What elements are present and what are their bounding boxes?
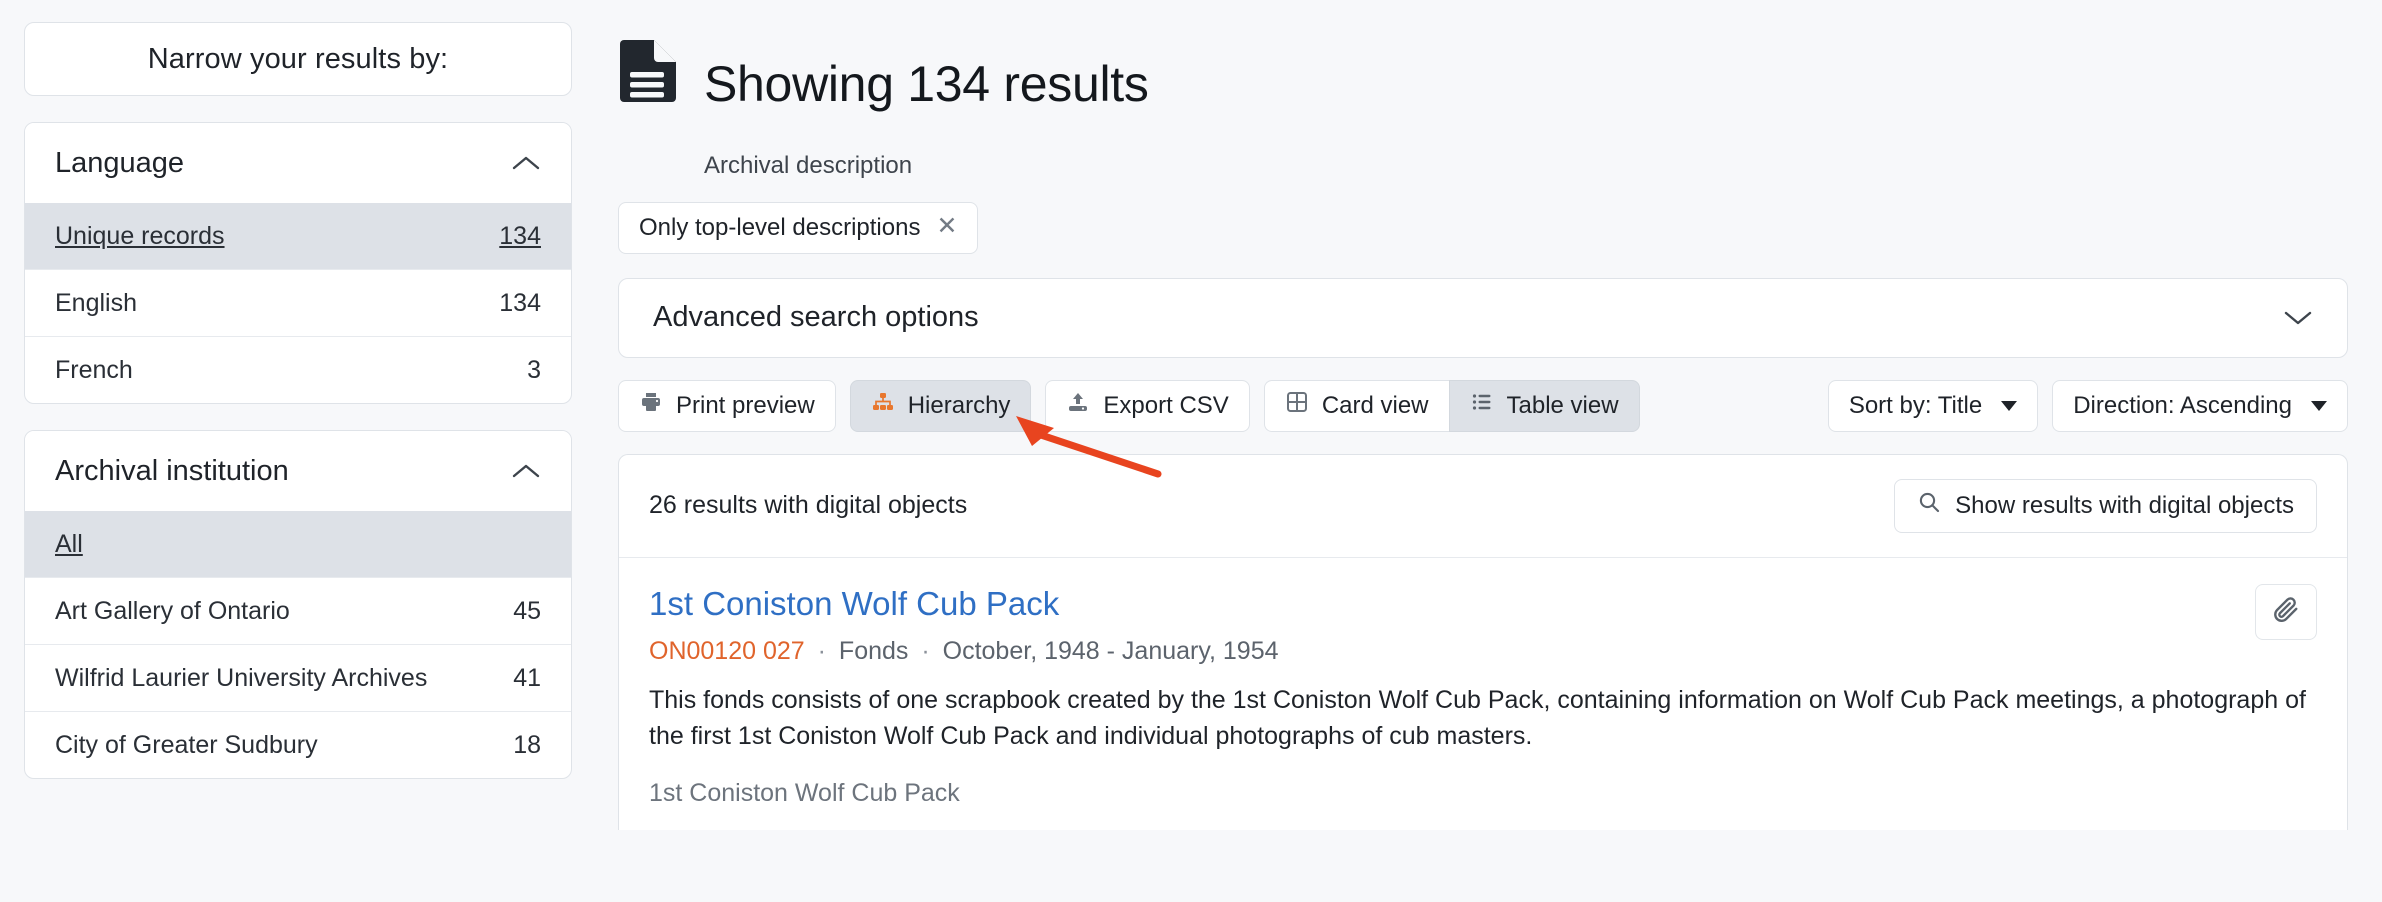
narrow-results-title: Narrow your results by:	[147, 42, 449, 75]
chevron-up-icon[interactable]	[511, 456, 541, 486]
facet-row-label: English	[55, 289, 137, 317]
facet-institution-row-city-of-greater-sudbury[interactable]: City of Greater Sudbury 18	[25, 711, 571, 778]
facet-language-row-unique-records[interactable]: Unique records 134	[25, 203, 571, 269]
close-icon[interactable]: ✕	[936, 212, 958, 240]
print-preview-label: Print preview	[676, 391, 815, 419]
facet-row-label: Unique records	[55, 222, 225, 250]
card-view-label: Card view	[1321, 391, 1429, 419]
facet-row-count: 45	[513, 596, 541, 625]
document-icon	[618, 36, 678, 107]
filter-chip-top-level-descriptions[interactable]: Only top-level descriptions ✕	[618, 201, 979, 254]
facet-row-label: Art Gallery of Ontario	[55, 597, 290, 625]
export-csv-button[interactable]: Export CSV	[1045, 379, 1250, 432]
paperclip-icon	[2271, 595, 2301, 628]
hierarchy-button[interactable]: Hierarchy	[849, 379, 1032, 432]
facet-row-count: 134	[499, 288, 541, 317]
facet-archival-institution-header[interactable]: Archival institution	[25, 431, 571, 511]
chevron-down-icon	[2001, 400, 2018, 411]
facet-language-title: Language	[55, 146, 185, 179]
facet-row-count: 41	[513, 663, 541, 692]
result-metadata: ON00120 027 · Fonds · October, 1948 - Ja…	[649, 637, 2317, 666]
narrow-results-panel: Narrow your results by:	[24, 22, 572, 96]
hierarchy-icon	[871, 390, 895, 421]
hierarchy-label: Hierarchy	[907, 391, 1011, 419]
upload-icon	[1066, 390, 1090, 421]
attachment-button[interactable]	[2255, 583, 2317, 640]
result-description: This fonds consists of one scrapbook cre…	[649, 686, 2306, 750]
chevron-up-icon[interactable]	[511, 148, 541, 178]
meta-separator: ·	[817, 637, 826, 666]
facet-row-count: 18	[513, 730, 541, 759]
list-item: 1st Coniston Wolf Cub Pack ON00120 027 ·…	[619, 558, 2347, 831]
facet-row-label: French	[55, 356, 133, 384]
show-digital-objects-label: Show results with digital objects	[1955, 491, 2294, 519]
table-view-label: Table view	[1506, 391, 1619, 419]
print-preview-button[interactable]: Print preview	[618, 379, 836, 432]
results-summary-bar: 26 results with digital objects Show res…	[619, 455, 2347, 558]
facet-archival-institution-title: Archival institution	[55, 454, 289, 487]
facets-sidebar: Narrow your results by: Language Unique …	[0, 0, 596, 902]
search-icon	[1917, 490, 1941, 521]
facet-language-row-french[interactable]: French 3	[25, 336, 571, 403]
export-csv-label: Export CSV	[1103, 391, 1229, 419]
result-dates: October, 1948 - January, 1954	[942, 637, 1279, 666]
meta-separator: ·	[921, 637, 930, 666]
result-repository[interactable]: 1st Coniston Wolf Cub Pack	[649, 779, 960, 808]
results-list: 26 results with digital objects Show res…	[618, 453, 2348, 831]
results-toolbar: Print preview Hierarchy	[618, 379, 2348, 432]
result-level-of-description: Fonds	[838, 637, 909, 666]
facet-language-row-english[interactable]: English 134	[25, 269, 571, 336]
grid-icon	[1285, 390, 1309, 421]
sort-by-dropdown[interactable]: Sort by: Title	[1827, 379, 2039, 432]
facet-institution-row-wilfrid-laurier-university-archives[interactable]: Wilfrid Laurier University Archives 41	[25, 644, 571, 711]
direction-dropdown[interactable]: Direction: Ascending	[2052, 379, 2348, 432]
facet-language-header[interactable]: Language	[25, 123, 571, 203]
show-results-with-digital-objects-button[interactable]: Show results with digital objects	[1894, 478, 2317, 533]
sort-by-label: Sort by: Title	[1848, 391, 1983, 419]
page-subtitle: Archival description	[704, 151, 913, 179]
main-content: Showing 134 results Archival description…	[596, 0, 2382, 902]
view-toggle-group: Card view Table view	[1263, 379, 1640, 432]
facet-row-count: 3	[527, 355, 541, 384]
result-reference-code[interactable]: ON00120 027	[649, 637, 805, 666]
table-view-button[interactable]: Table view	[1448, 379, 1640, 432]
chevron-down-icon[interactable]	[2283, 303, 2313, 333]
direction-label: Direction: Ascending	[2073, 391, 2292, 419]
chevron-down-icon	[2311, 400, 2327, 411]
facet-row-label: City of Greater Sudbury	[55, 731, 318, 759]
advanced-search-options-bar[interactable]: Advanced search options	[618, 277, 2348, 358]
active-filters: Only top-level descriptions ✕	[610, 180, 2348, 254]
facet-row-label: Wilfrid Laurier University Archives	[55, 664, 428, 692]
list-icon	[1470, 390, 1494, 421]
facet-institution-row-all[interactable]: All	[25, 511, 571, 577]
printer-icon	[639, 390, 663, 421]
card-view-button[interactable]: Card view	[1263, 379, 1449, 432]
facet-row-count: 134	[499, 221, 541, 250]
facet-row-label: All	[55, 530, 83, 558]
facet-institution-row-art-gallery-of-ontario[interactable]: Art Gallery of Ontario 45	[25, 577, 571, 644]
page-title: Showing 134 results	[704, 55, 1149, 112]
advanced-search-options-label: Advanced search options	[653, 301, 979, 333]
facet-language: Language Unique records 134 English 134 …	[24, 122, 572, 404]
result-title-link[interactable]: 1st Coniston Wolf Cub Pack	[649, 584, 1060, 622]
page-header: Showing 134 results Archival description	[610, 14, 2348, 180]
filter-chip-label: Only top-level descriptions	[639, 213, 921, 241]
digital-objects-count: 26 results with digital objects	[649, 491, 968, 519]
facet-archival-institution: Archival institution All Art Gallery of …	[24, 430, 572, 779]
